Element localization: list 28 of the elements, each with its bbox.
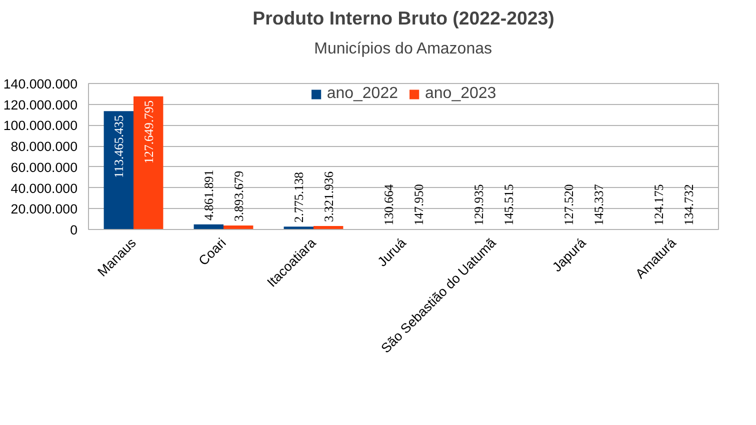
chart-subtitle: Municípios do Amazonas [314,40,492,58]
bar [134,96,164,230]
data-label: 129.935 [472,184,486,226]
bar [104,111,134,230]
y-tick-label: 40.000.000 [10,180,78,196]
data-label: 134.732 [682,184,696,226]
data-label: 130.664 [382,184,396,226]
y-tick-label: 20.000.000 [10,202,78,217]
data-label: 113.465.435 [112,115,126,178]
data-label: 124.175 [652,184,666,226]
y-tick-label: 80.000.000 [10,139,78,154]
data-label: 127.649.795 [142,100,156,164]
data-label: 3.321.936 [322,171,336,222]
legend-label: ano_2022 [326,85,398,103]
data-label: 4.861.891 [202,170,216,220]
data-label: 127.520 [562,184,576,226]
data-label: 147.950 [412,184,426,226]
data-label: 145.337 [592,184,606,226]
data-label: 145.515 [502,184,516,226]
data-label: 2.775.138 [292,172,306,223]
y-tick-label: 0 [70,222,78,238]
y-tick-label: 140.000.000 [3,76,78,92]
data-label: 3.893.679 [232,170,246,222]
legend-label: ano_2023 [425,85,496,103]
y-tick-label: 120.000.000 [3,97,78,112]
chart-title: Produto Interno Bruto (2022-2023) [252,8,554,28]
y-tick-label: 100.000.000 [3,118,78,134]
y-tick-label: 60.000.000 [10,160,78,175]
